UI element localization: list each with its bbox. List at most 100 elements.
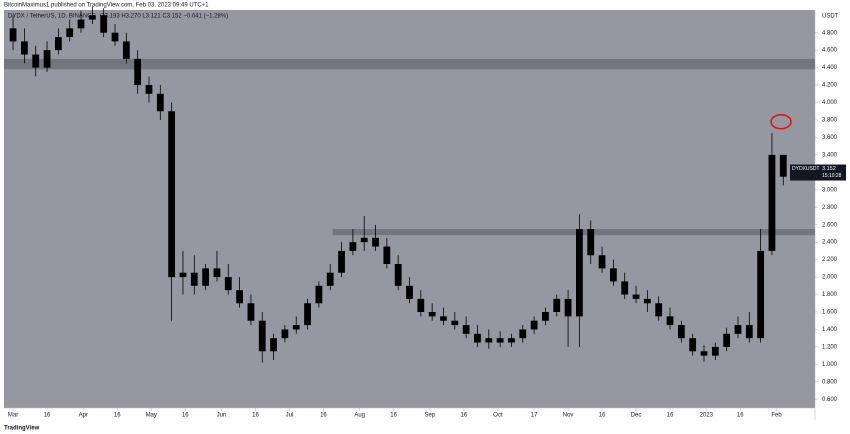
x-tick-label: May — [146, 413, 157, 419]
x-tick-label: 16 — [252, 413, 259, 419]
candle-body — [292, 325, 300, 330]
x-tick-label: 16 — [737, 413, 744, 419]
candle-body — [677, 325, 685, 339]
y-axis-label: USDT — [822, 14, 839, 20]
candle-body — [406, 285, 413, 299]
candle-body — [9, 28, 17, 42]
x-tick-label: 16 — [320, 413, 327, 419]
y-tick-label: 4.000 — [822, 100, 838, 106]
zone — [4, 58, 815, 70]
y-tick-label: 2.400 — [822, 240, 838, 246]
candle-body — [32, 54, 40, 68]
candle-body — [202, 268, 210, 286]
candle-body — [587, 229, 595, 256]
x-tick-label: Nov — [563, 413, 574, 419]
candle-body — [496, 338, 504, 343]
y-tick-label: 0.800 — [822, 379, 838, 385]
y-tick-label: 0.600 — [822, 397, 838, 403]
candle-body — [281, 329, 289, 339]
candle-body — [462, 325, 470, 334]
candle-body — [553, 298, 561, 312]
candle-body — [134, 58, 142, 86]
x-tick-label: Aug — [354, 413, 365, 419]
candle-body — [655, 303, 663, 317]
candle-body — [360, 237, 368, 243]
candle-body — [451, 320, 459, 326]
candle-body — [485, 338, 493, 343]
highlight-circle — [770, 113, 792, 130]
price-label-box — [790, 164, 846, 181]
x-tick-label: 16 — [182, 413, 189, 419]
candle-body — [576, 229, 583, 317]
candle-body — [270, 338, 277, 352]
candle-body — [349, 242, 357, 251]
candle-body — [700, 351, 708, 356]
quote: O3.193 H3.270 L3.121 C3.152 −0.041 (−1.2… — [100, 14, 228, 20]
candle-body — [236, 290, 243, 304]
candle-body — [179, 272, 187, 278]
x-tick-label: Oct — [493, 413, 503, 419]
zone — [332, 229, 815, 236]
candle-body — [530, 320, 538, 330]
candle-body — [779, 154, 787, 177]
y-tick-label: 4.800 — [822, 30, 838, 36]
candle-body — [734, 325, 742, 334]
candle-body — [156, 93, 164, 112]
y-tick-label: 3.600 — [822, 135, 838, 141]
y-tick-label: 1.200 — [822, 344, 838, 350]
candle-body — [689, 338, 697, 352]
candle-body — [711, 346, 719, 356]
x-tick-label: 16 — [114, 413, 121, 419]
candle-body — [745, 325, 753, 339]
candle-body — [338, 250, 345, 273]
candle-body — [609, 268, 617, 282]
candle-body — [247, 303, 255, 321]
candle-body — [111, 32, 119, 42]
y-tick-label: 3.800 — [822, 118, 838, 124]
candle-body — [417, 298, 425, 312]
candle-body — [122, 41, 130, 59]
candle-body — [100, 15, 108, 33]
x-tick-label: Feb — [771, 413, 782, 419]
price-label-time: 15:10:28 — [822, 173, 842, 179]
x-tick-label: Jul — [286, 413, 294, 419]
y-tick-label: 2.800 — [822, 205, 838, 211]
y-tick-label: 4.200 — [822, 83, 838, 89]
candle-body — [372, 237, 379, 247]
candle-body — [168, 111, 176, 278]
candle-body — [666, 316, 674, 326]
candle-body — [258, 320, 266, 352]
candle-body — [190, 272, 198, 286]
candle-body — [383, 246, 391, 264]
candle-body — [213, 268, 221, 278]
x-tick-label: Dec — [631, 413, 642, 419]
y-tick-label: 1.000 — [822, 362, 838, 368]
candle-body — [88, 15, 96, 20]
y-tick-label: 1.400 — [822, 327, 838, 333]
x-tick-label: Sep — [425, 413, 436, 419]
candle-body — [440, 316, 447, 321]
y-tick-label: 4.400 — [822, 65, 838, 71]
candle-body — [428, 311, 436, 317]
x-tick-label: Mar — [8, 413, 18, 419]
y-tick-label: 4.600 — [822, 48, 838, 54]
x-tick-label: Apr — [79, 413, 88, 419]
y-tick-label: 1.600 — [822, 310, 838, 316]
symbol: DYDX / TetherUS, 1D, BINANCE — [8, 14, 96, 20]
candle-body — [598, 255, 606, 269]
y-tick-label: 2.000 — [822, 275, 838, 281]
candle-body — [474, 333, 481, 343]
candle-body — [723, 333, 731, 347]
candle-body — [621, 281, 629, 295]
candle-body — [757, 250, 765, 339]
candle-body — [224, 277, 232, 291]
candle-body — [304, 303, 311, 326]
price-label-value: 3.152 — [822, 166, 836, 172]
x-tick-label: 16 — [390, 413, 397, 419]
candle-body — [632, 294, 640, 299]
candle-body — [326, 272, 334, 286]
x-tick-label: 16 — [667, 413, 674, 419]
price-label-name: DYDXUSDT — [792, 166, 820, 172]
candle-body — [768, 154, 776, 251]
